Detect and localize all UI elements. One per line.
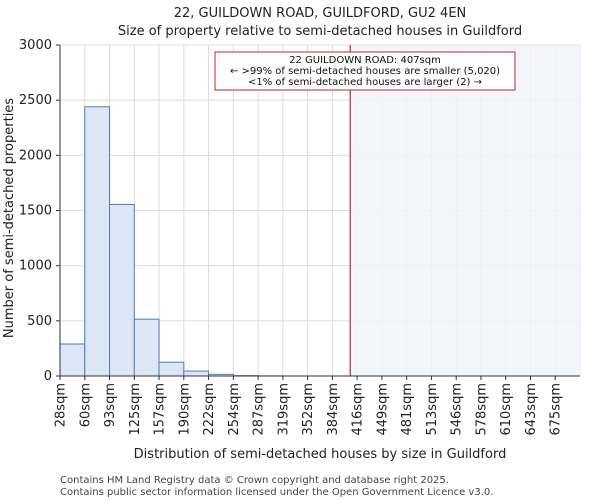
annotation-box (214, 51, 516, 91)
x-tick-label-546sqm: 546sqm (450, 383, 465, 436)
chart-title: 22, GUILDOWN ROAD, GUILDFORD, GU2 4EN (174, 6, 467, 21)
y-tick-label-0: 0 (44, 369, 52, 384)
x-tick-label-384sqm: 384sqm (326, 383, 341, 436)
y-tick-label-2: 1000 (19, 259, 52, 274)
annotation-line-2: ← >99% of semi-detached houses are small… (230, 66, 500, 77)
x-tick-label-125sqm: 125sqm (128, 383, 143, 436)
plot-area: 0 500 1000 1500 2000 2500 3000 28sqm 60sqm 93sqm 1… (19, 38, 581, 436)
footer-line-1: Contains HM Land Registry data © Crown c… (60, 475, 449, 486)
y-tick-label-4: 2000 (19, 148, 52, 163)
x-tick-label-319sqm: 319sqm (276, 383, 291, 436)
bar-60sqm[interactable] (84, 106, 111, 377)
x-tick-label-157sqm: 157sqm (153, 383, 168, 436)
x-tick-label-578sqm: 578sqm (474, 383, 489, 436)
annotation-line-1: 22 GUILDOWN ROAD: 407sqm (289, 55, 441, 66)
x-tick-label-352sqm: 352sqm (301, 383, 316, 436)
y-axis-label: Number of semi-detached properties (2, 98, 17, 338)
y-tick-label-6: 3000 (19, 38, 52, 53)
x-tick-label-222sqm: 222sqm (202, 383, 217, 436)
larger-region-highlight (350, 45, 580, 376)
y-tick-label-1: 500 (27, 314, 52, 329)
bar-93sqm[interactable] (109, 203, 135, 377)
x-tick-label-190sqm: 190sqm (177, 383, 192, 436)
x-tick-label-93sqm: 93sqm (103, 383, 118, 427)
bar-125sqm[interactable] (133, 318, 160, 377)
x-tick-label-643sqm: 643sqm (524, 383, 539, 436)
x-tick-label-610sqm: 610sqm (499, 383, 514, 436)
x-tick-label-449sqm: 449sqm (375, 383, 390, 436)
x-tick-label-254sqm: 254sqm (227, 383, 242, 436)
y-tick-label-5: 2500 (19, 93, 52, 108)
x-tick-label-513sqm: 513sqm (425, 383, 440, 436)
x-tick-label-481sqm: 481sqm (400, 383, 415, 436)
annotation-line-3: <1% of semi-detached houses are larger (… (248, 77, 482, 88)
x-tick-label-28sqm: 28sqm (54, 383, 69, 427)
footer-line-2: Contains public sector information licen… (60, 487, 493, 498)
chart-subtitle: Size of property relative to semi-detach… (118, 24, 522, 39)
bar-157sqm[interactable] (158, 361, 185, 377)
bar-190sqm[interactable] (183, 370, 210, 377)
bar-28sqm[interactable] (59, 343, 86, 377)
x-tick-label-287sqm: 287sqm (252, 383, 267, 436)
x-tick-label-60sqm: 60sqm (78, 383, 93, 427)
x-tick-label-416sqm: 416sqm (351, 383, 366, 436)
y-tick-label-3: 1500 (19, 204, 52, 219)
x-axis-label: Distribution of semi-detached houses by … (134, 447, 507, 462)
x-tick-label-675sqm: 675sqm (549, 383, 564, 436)
